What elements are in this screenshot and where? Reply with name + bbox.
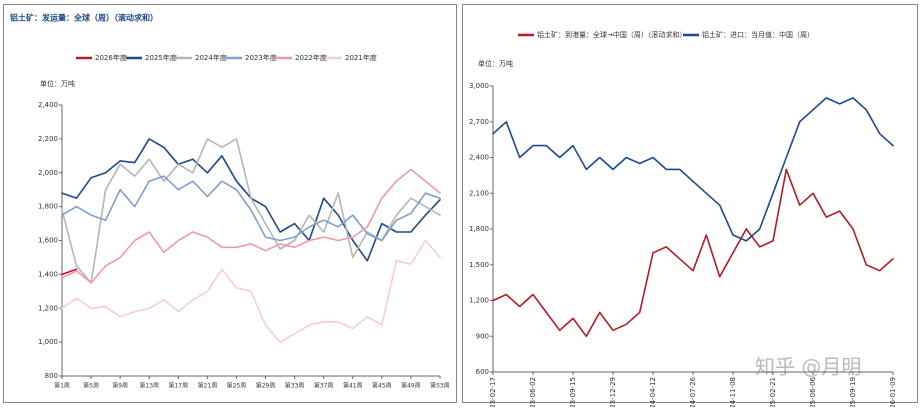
legend-label: 2024年度 <box>195 53 227 62</box>
x-tick-label: 2025-09-19 <box>849 377 857 407</box>
x-tick-label: 2024-07-26 <box>689 376 697 407</box>
series-line <box>61 239 441 343</box>
series-line <box>61 175 441 242</box>
x-tick-label: 第25周 <box>227 382 247 390</box>
y-tick-label: 1,600 <box>38 237 58 245</box>
y-tick-label: 2,000 <box>38 169 58 177</box>
y-tick-label: 900 <box>476 332 489 340</box>
x-tick-label: 第41周 <box>343 382 363 390</box>
y-tick-label: 600 <box>476 368 489 376</box>
y-tick-label: 1,000 <box>38 338 58 346</box>
x-tick-label: 第29周 <box>256 382 276 390</box>
y-tick-label: 2,200 <box>38 135 58 143</box>
x-tick-label: 第33周 <box>285 382 305 390</box>
y-tick-label: 2,400 <box>38 101 58 109</box>
left-panel <box>3 4 457 403</box>
legend-label: 2021年度 <box>345 53 377 62</box>
x-tick-label: 第17周 <box>168 382 188 390</box>
chart-title: 铝土矿：发运量：全球（周）（滚动求和） <box>10 13 158 23</box>
x-tick-label: 第13周 <box>139 382 159 390</box>
x-tick-label: 第37周 <box>314 382 334 390</box>
x-tick-label: 2023-12-29 <box>609 377 617 407</box>
y-tick-label: 1,200 <box>469 297 489 305</box>
watermark: 知乎 @月明 <box>755 355 861 379</box>
x-tick-label: 2024-04-12 <box>649 377 657 407</box>
legend-label: 2025年度 <box>145 53 177 62</box>
x-tick-label: 第5周 <box>83 382 99 390</box>
legend-label: 2026年度 <box>95 53 127 62</box>
x-tick-label: 第9周 <box>112 382 128 390</box>
x-tick-label: 2025-06-06 <box>809 376 817 407</box>
unit-label: 单位：万吨 <box>478 59 513 68</box>
legend-label: 铝土矿：到港量：全球→中国（周）（滚动求和） <box>537 30 686 39</box>
y-tick-label: 800 <box>45 372 58 380</box>
y-tick-label: 1,800 <box>469 225 489 233</box>
unit-label: 单位：万吨 <box>40 79 75 88</box>
y-tick-label: 2,700 <box>469 118 489 126</box>
series-line <box>61 168 441 284</box>
x-tick-label: 第53周 <box>430 382 450 390</box>
x-tick-label: 2024-11-08 <box>729 377 737 407</box>
x-tick-label: 第45周 <box>372 382 392 390</box>
y-tick-label: 1,200 <box>38 304 58 312</box>
x-tick-label: 2025-02-21 <box>769 377 777 407</box>
y-tick-label: 3,000 <box>469 82 489 90</box>
x-tick-label: 2023-02-17 <box>489 377 497 407</box>
y-tick-label: 1,800 <box>38 203 58 211</box>
series-line <box>492 168 894 338</box>
series-line <box>492 97 894 242</box>
right-panel <box>462 4 918 403</box>
y-tick-label: 2,100 <box>469 189 489 197</box>
x-tick-label: 2023-06-02 <box>529 377 537 407</box>
legend-label: 铝土矿：进口：当月值：中国（周） <box>702 30 814 39</box>
x-tick-label: 2026-01-09 <box>889 377 897 407</box>
legend-label: 2023年度 <box>245 53 277 62</box>
x-tick-label: 第1周 <box>54 382 70 390</box>
y-tick-label: 1,400 <box>38 270 58 278</box>
legend-label: 2022年度 <box>295 53 327 62</box>
y-tick-label: 2,400 <box>469 154 489 162</box>
y-tick-label: 1,500 <box>469 261 489 269</box>
x-tick-label: 第49周 <box>401 382 421 390</box>
x-tick-label: 2023-09-15 <box>569 377 577 407</box>
x-tick-label: 第21周 <box>198 382 218 390</box>
series-line <box>61 138 441 262</box>
series-line <box>61 268 78 276</box>
